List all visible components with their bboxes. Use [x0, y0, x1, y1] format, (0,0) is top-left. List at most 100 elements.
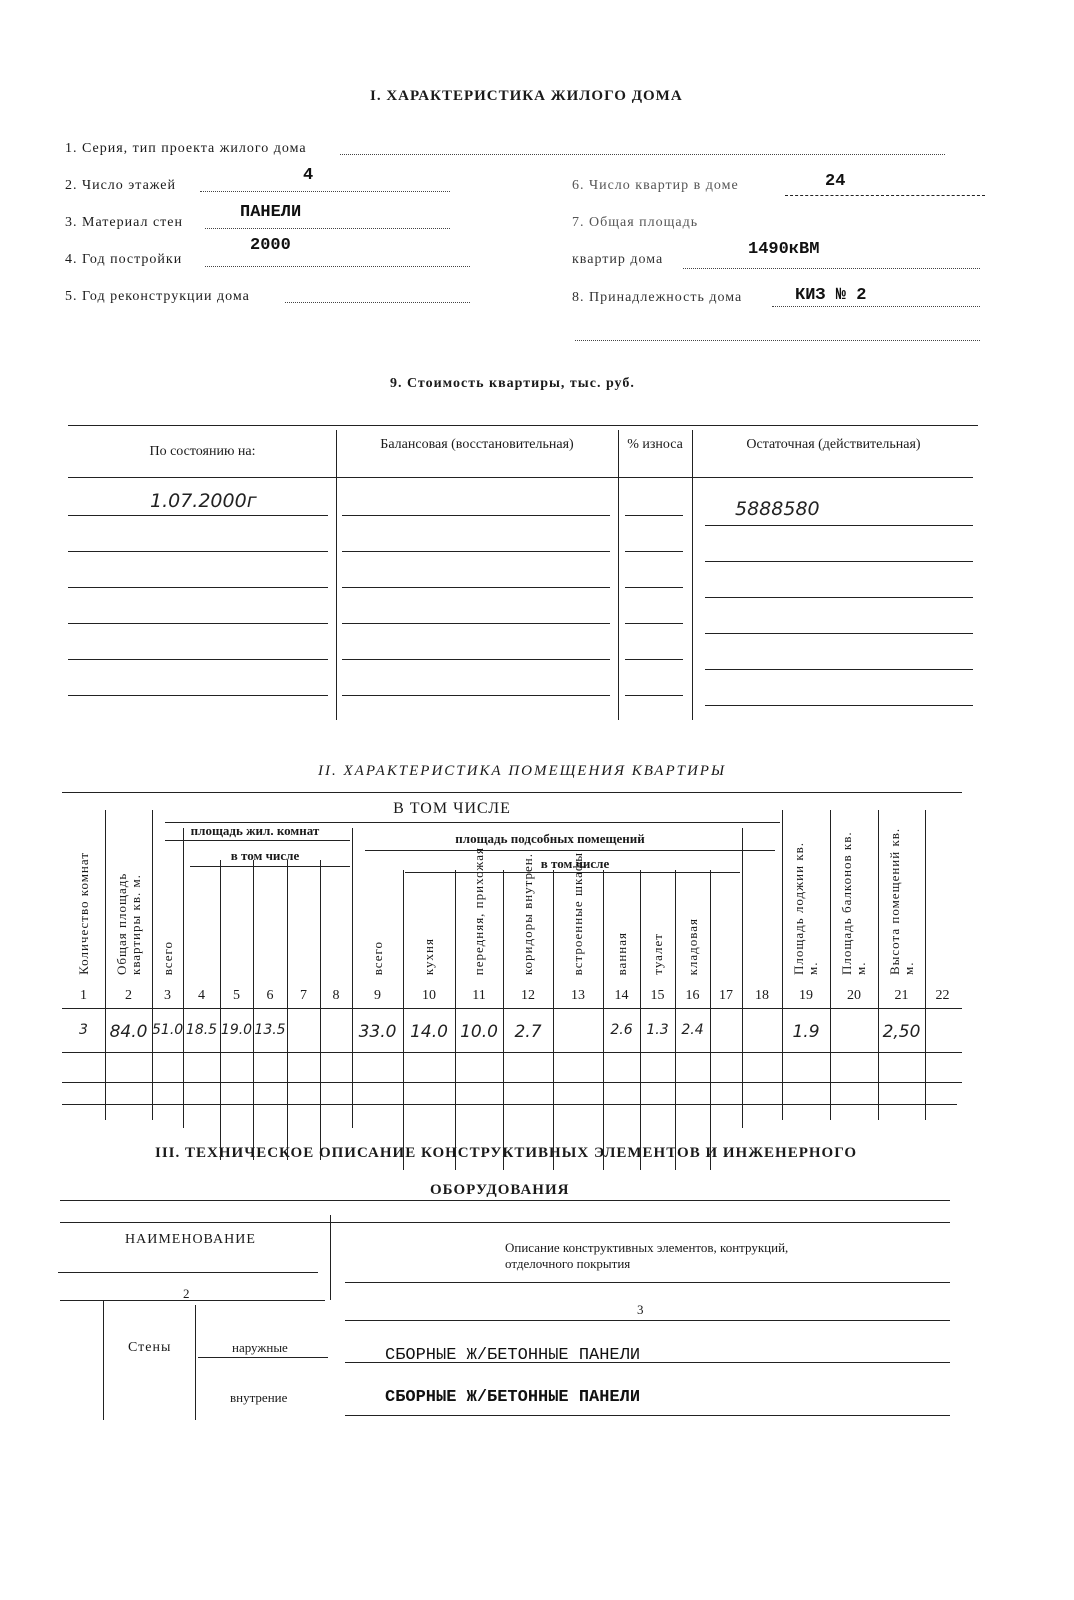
section2-title: II. ХАРАКТЕРИСТИКА ПОМЕЩЕНИЯ КВАРТИРЫ	[318, 763, 727, 779]
column-header-10: кухня	[421, 937, 436, 975]
cell-14: 2.6	[610, 1022, 633, 1038]
col-name-header: НАИМЕНОВАНИЕ	[125, 1232, 256, 1247]
divider	[68, 587, 328, 588]
divider	[603, 870, 604, 1170]
column-number-20: 20	[847, 988, 861, 1003]
divider	[742, 828, 743, 1128]
column-header-1: Количество комнат	[75, 852, 91, 975]
column-header-15: туалет	[649, 933, 665, 975]
divider	[62, 1008, 962, 1009]
column-number-19: 19	[799, 988, 813, 1003]
field-owner-value: КИЗ № 2	[795, 286, 867, 305]
section3-title-cont: ОБОРУДОВАНИЯ	[430, 1182, 570, 1198]
divider	[625, 587, 683, 588]
divider	[105, 810, 106, 1120]
section1-title: I. ХАРАКТЕРИСТИКА ЖИЛОГО ДОМА	[370, 88, 683, 104]
cell-5: 19.0	[220, 1022, 253, 1038]
aux-incl: в том числе	[540, 856, 610, 871]
divider	[625, 695, 683, 696]
group-aux: площадь подсобных помещений	[455, 831, 645, 846]
divider	[925, 810, 926, 1120]
cell-1: 3	[79, 1022, 88, 1038]
column-header-19: Площадь лоджии кв. м.	[791, 841, 820, 975]
divider	[705, 525, 973, 526]
cell-11: 10.0	[460, 1022, 498, 1042]
column-number-13: 13	[571, 988, 585, 1003]
living-incl: в том числе	[230, 848, 300, 863]
column-number-11: 11	[472, 988, 486, 1003]
cell-2: 84.0	[109, 1022, 148, 1042]
divider	[342, 587, 610, 588]
walls-inner-value: СБОРНЫЕ Ж/БЕТОННЫЕ ПАНЕЛИ	[385, 1388, 641, 1407]
divider	[336, 430, 337, 720]
cell-16: 2.4	[681, 1022, 704, 1038]
column-header-21: Высота помещений кв. м.	[886, 827, 916, 975]
divider	[68, 477, 973, 478]
divider	[830, 810, 831, 1120]
column-number-10: 10	[422, 988, 436, 1003]
divider	[692, 430, 693, 720]
field-walls-value: ПАНЕЛИ	[240, 203, 302, 222]
divider	[625, 659, 683, 660]
divider	[403, 870, 404, 1170]
divider	[352, 828, 353, 1128]
cell-21: 2,50	[882, 1022, 921, 1042]
cost-title: 9. Стоимость квартиры, тыс. руб.	[390, 376, 635, 391]
walls-outer-label: наружные	[232, 1340, 288, 1355]
cell-15: 1.3	[646, 1022, 669, 1038]
divider	[342, 623, 610, 624]
column-number-1: 1	[80, 988, 87, 1003]
divider	[705, 669, 973, 670]
divider	[165, 840, 350, 841]
divider	[705, 705, 973, 706]
column-number-8: 8	[332, 988, 340, 1003]
divider	[68, 515, 328, 516]
divider	[455, 870, 456, 1170]
column-number-3: 3	[164, 988, 171, 1003]
column-number-4: 4	[198, 988, 205, 1003]
cell-10: 14.0	[410, 1022, 448, 1042]
divider	[220, 860, 221, 1160]
column-number-14: 14	[614, 988, 629, 1003]
column-number-15: 15	[650, 988, 665, 1003]
divider	[62, 792, 962, 793]
column-number-21: 21	[894, 988, 909, 1003]
field-year-label: 4. Год постройки	[65, 252, 183, 267]
divider	[625, 515, 683, 516]
divider	[640, 870, 641, 1170]
field-area-label2: квартир дома	[572, 252, 664, 267]
cell-9: 33.0	[358, 1022, 397, 1042]
column-header-2: Общая площадь квартиры кв. м.	[113, 872, 143, 975]
divider	[190, 866, 350, 867]
cost-header-2: % износа	[627, 437, 683, 452]
column-number-7: 7	[300, 988, 307, 1003]
divider	[705, 633, 973, 634]
divider	[342, 515, 610, 516]
divider	[287, 860, 288, 1160]
cell-19: 1.9	[792, 1022, 820, 1042]
divider	[68, 659, 328, 660]
col-desc-number: 3	[637, 1302, 644, 1317]
cost-header-1: Балансовая (восстановительная)	[380, 437, 574, 452]
field-area-label: 7. Общая площадь	[572, 215, 699, 230]
cell-3: 51.0	[152, 1022, 184, 1038]
divider	[342, 695, 610, 696]
divider	[503, 870, 504, 1170]
column-header-9: всего	[369, 940, 385, 975]
column-header-14: ванная	[613, 931, 629, 975]
field-series-label: 1. Серия, тип проекта жилого дома	[65, 141, 307, 156]
field-apartments-label: 6. Число квартир в доме	[572, 178, 739, 193]
column-number-9: 9	[374, 988, 381, 1003]
walls-outer-value: СБОРНЫЕ Ж/БЕТОННЫЕ ПАНЕЛИ	[385, 1346, 641, 1365]
divider	[878, 810, 879, 1120]
column-header-11: передняя, прихожая	[471, 846, 486, 975]
cost-date: 1.07.2000г	[150, 490, 257, 512]
divider	[183, 828, 184, 1128]
divider	[253, 860, 254, 1160]
field-owner-label: 8. Принадлежность дома	[572, 290, 743, 305]
divider	[618, 430, 619, 720]
column-number-6: 6	[266, 988, 274, 1003]
column-number-18: 18	[755, 988, 769, 1003]
divider	[62, 1104, 957, 1105]
